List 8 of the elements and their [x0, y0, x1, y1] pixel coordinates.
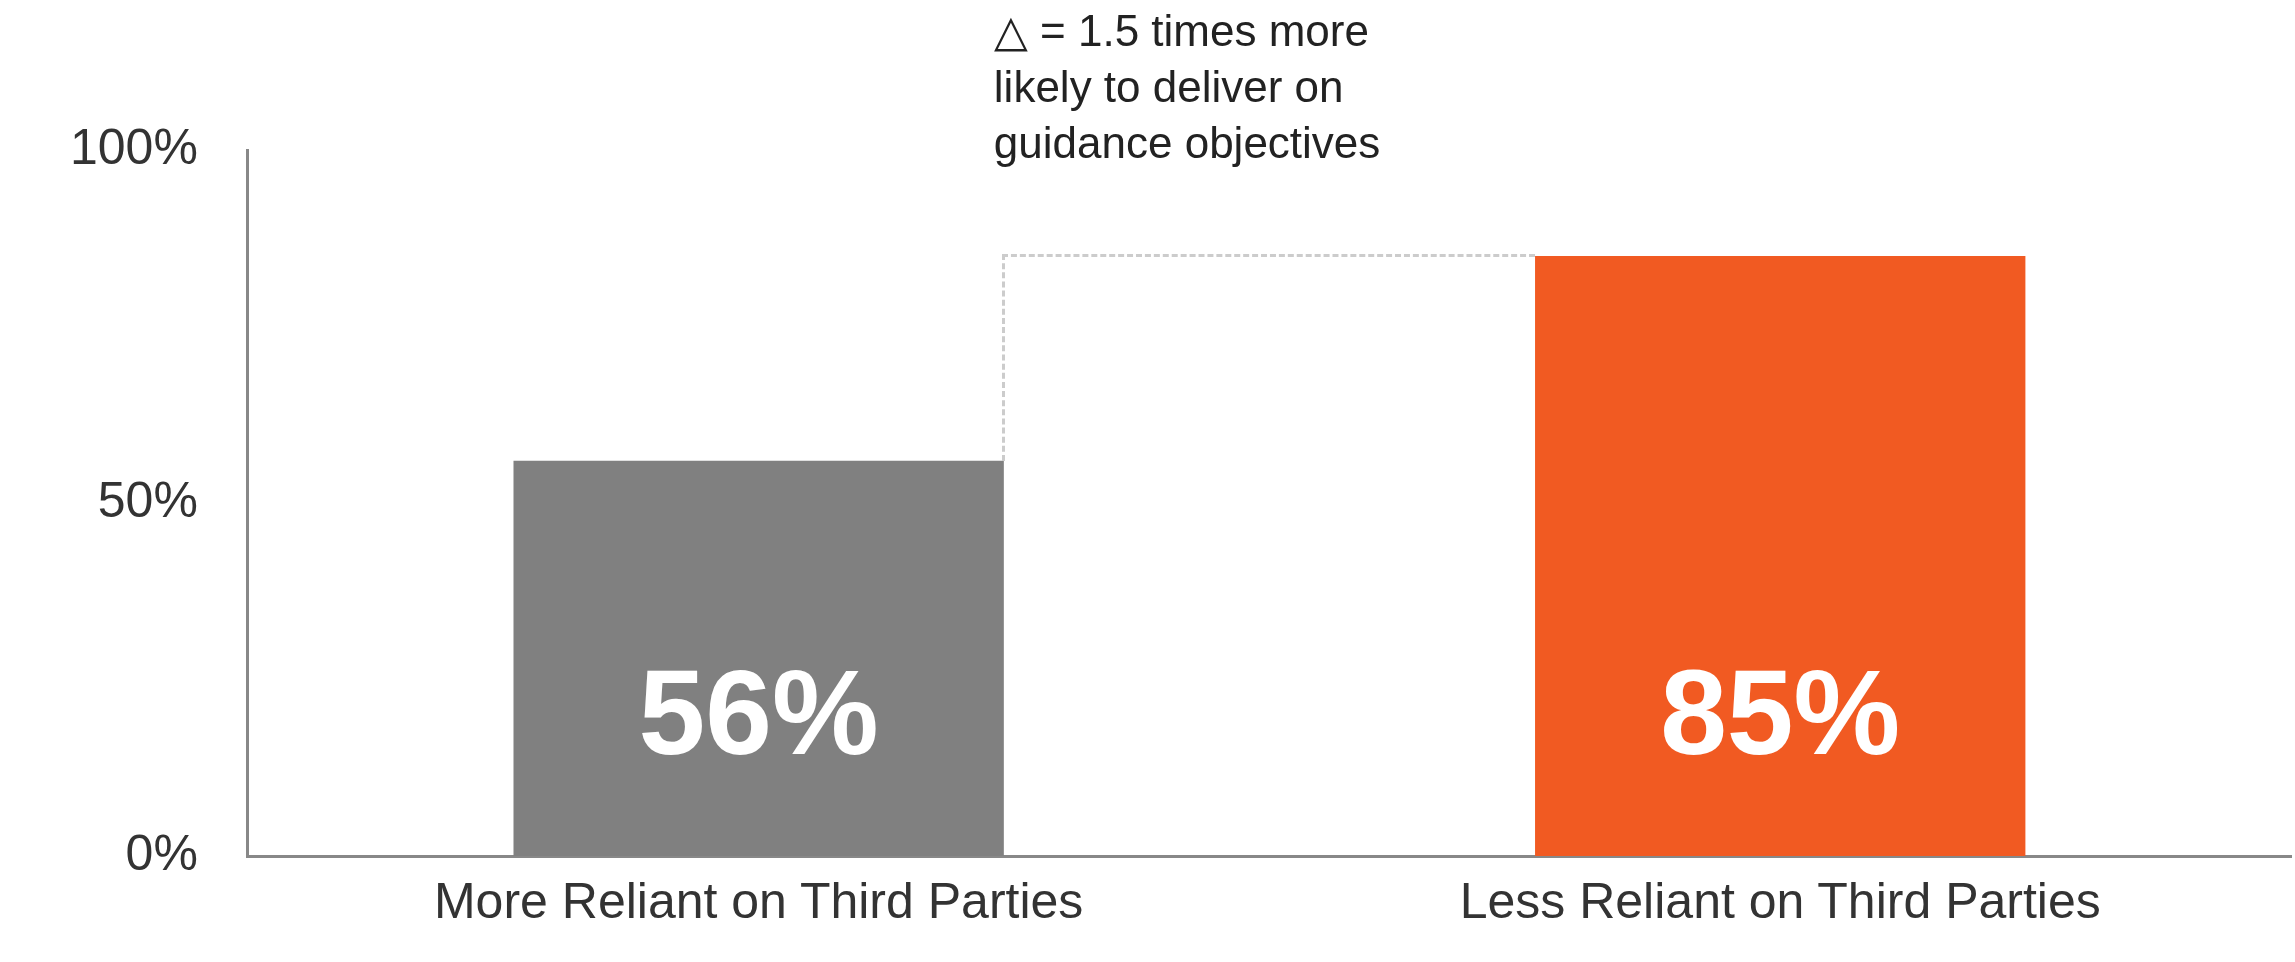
x-tick-label: Less Reliant on Third Parties — [1459, 872, 2101, 929]
y-tick-label: 50% — [97, 471, 198, 528]
y-tick-label: 0% — [125, 824, 198, 881]
annotation: △ = 1.5 times more likely to deliver on guidance objectives — [993, 6, 1381, 168]
data-label: 56% — [638, 645, 879, 780]
x-tick-label: More Reliant on Third Parties — [433, 872, 1084, 929]
y-tick-label: 100% — [69, 118, 198, 175]
data-label: 85% — [1660, 645, 1901, 780]
